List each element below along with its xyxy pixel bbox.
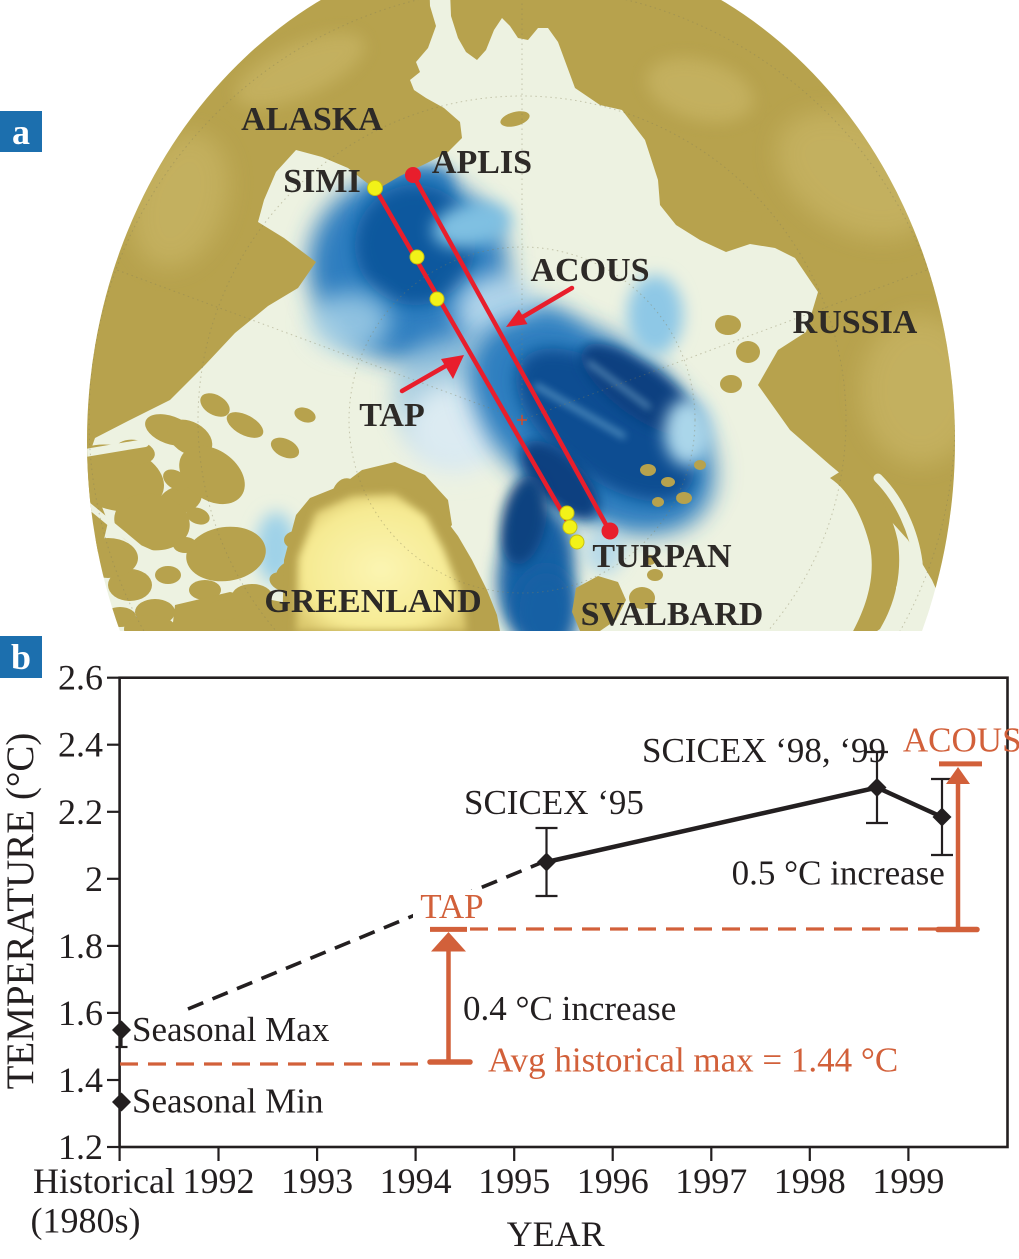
svg-text:GREENLAND: GREENLAND xyxy=(264,583,481,620)
svg-text:ALASKA: ALASKA xyxy=(241,101,383,138)
svg-text:1996: 1996 xyxy=(577,1161,649,1201)
svg-text:2.4: 2.4 xyxy=(58,725,103,765)
svg-text:2.6: 2.6 xyxy=(58,658,103,698)
svg-text:2: 2 xyxy=(85,859,103,899)
svg-text:1.4: 1.4 xyxy=(58,1060,103,1100)
svg-text:TEMPERATURE (°C): TEMPERATURE (°C) xyxy=(0,733,42,1090)
svg-text:SIMI: SIMI xyxy=(283,163,360,200)
svg-text:TAP: TAP xyxy=(420,887,483,926)
svg-text:1997: 1997 xyxy=(675,1161,747,1201)
svg-text:SCICEX ‘95: SCICEX ‘95 xyxy=(464,783,644,822)
svg-text:Avg historical max = 1.44 °C: Avg historical max = 1.44 °C xyxy=(488,1041,898,1080)
svg-text:ACOUS: ACOUS xyxy=(903,721,1019,760)
svg-text:a: a xyxy=(12,112,30,152)
svg-text:Seasonal Max: Seasonal Max xyxy=(132,1010,330,1049)
svg-text:APLIS: APLIS xyxy=(432,144,532,181)
svg-text:RUSSIA: RUSSIA xyxy=(793,304,918,341)
svg-text:2.2: 2.2 xyxy=(58,792,103,832)
svg-text:1999: 1999 xyxy=(872,1161,944,1201)
svg-text:SCICEX ‘98, ‘99: SCICEX ‘98, ‘99 xyxy=(642,731,886,770)
svg-text:1994: 1994 xyxy=(380,1161,452,1201)
svg-text:1993: 1993 xyxy=(281,1161,353,1201)
svg-text:Historical: Historical xyxy=(33,1161,175,1201)
svg-text:(1980s): (1980s) xyxy=(31,1201,141,1241)
svg-text:ACOUS: ACOUS xyxy=(530,252,649,289)
svg-text:SVALBARD: SVALBARD xyxy=(581,596,764,633)
svg-text:1998: 1998 xyxy=(774,1161,846,1201)
svg-text:0.5 °C increase: 0.5 °C increase xyxy=(732,854,945,893)
svg-text:1.2: 1.2 xyxy=(58,1127,103,1167)
svg-text:1.6: 1.6 xyxy=(58,993,103,1033)
svg-text:1995: 1995 xyxy=(478,1161,550,1201)
svg-text:b: b xyxy=(11,637,31,677)
svg-text:TAP: TAP xyxy=(359,397,424,434)
svg-text:0.4 °C increase: 0.4 °C increase xyxy=(463,989,676,1028)
svg-text:Seasonal Min: Seasonal Min xyxy=(132,1082,324,1121)
svg-text:TURPAN: TURPAN xyxy=(592,538,732,575)
svg-text:1992: 1992 xyxy=(183,1161,255,1201)
svg-text:1.8: 1.8 xyxy=(58,926,103,966)
svg-text:YEAR: YEAR xyxy=(507,1214,605,1254)
